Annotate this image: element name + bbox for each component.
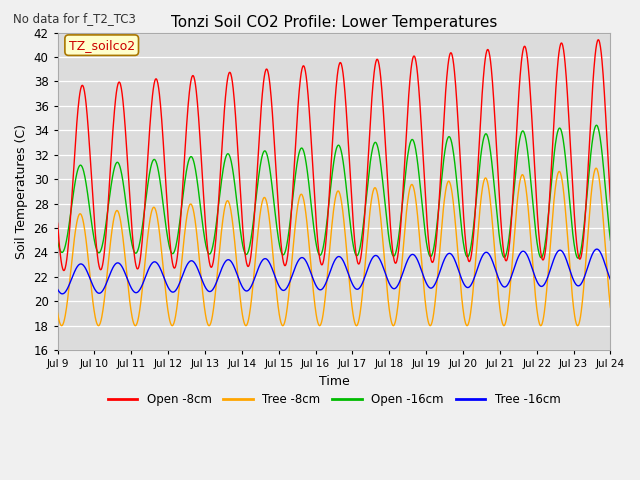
- Title: Tonzi Soil CO2 Profile: Lower Temperatures: Tonzi Soil CO2 Profile: Lower Temperatur…: [171, 15, 497, 30]
- Text: TZ_soilco2: TZ_soilco2: [68, 39, 135, 52]
- Y-axis label: Soil Temperatures (C): Soil Temperatures (C): [15, 124, 28, 259]
- X-axis label: Time: Time: [319, 375, 349, 388]
- Legend: Open -8cm, Tree -8cm, Open -16cm, Tree -16cm: Open -8cm, Tree -8cm, Open -16cm, Tree -…: [103, 388, 565, 411]
- Text: No data for f_T2_TC3: No data for f_T2_TC3: [13, 12, 136, 25]
